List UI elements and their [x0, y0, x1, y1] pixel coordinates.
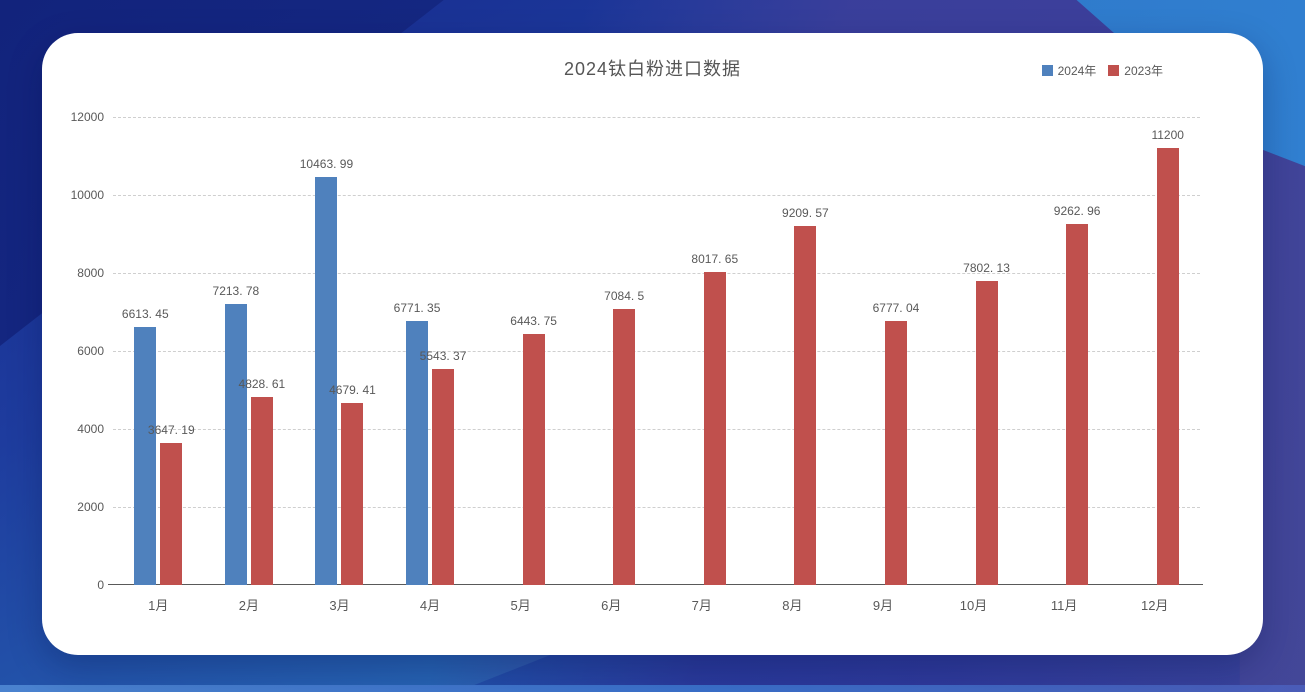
- bar-series-1-month-6[interactable]: [613, 308, 636, 585]
- bar-value-label: 6613. 45: [121, 307, 169, 322]
- x-tick-label: 5月: [510, 598, 531, 613]
- bar-series-1-month-12[interactable]: [1156, 148, 1179, 585]
- bar-value-label: 10463. 99: [299, 156, 354, 171]
- y-tick-label: 8000: [77, 266, 104, 280]
- gridline: [113, 507, 1200, 508]
- legend-swatch-2024: [1041, 65, 1053, 76]
- bar-series-0-month-4[interactable]: [406, 320, 429, 585]
- chart-card: 2024钛白粉进口数据 2024年 2023年 0 2000 4000 6000 800…: [42, 33, 1263, 655]
- gridline: [113, 117, 1200, 118]
- chart-legend: 2024年 2023年: [1041, 62, 1163, 79]
- bar-series-1-month-9[interactable]: [884, 320, 907, 585]
- bar-series-0-month-3[interactable]: [315, 176, 338, 585]
- bar-series-1-month-4[interactable]: [432, 368, 455, 585]
- y-tick-label: 0: [97, 578, 104, 592]
- x-tick-label: 11月: [1050, 598, 1078, 613]
- bar-series-1-month-8[interactable]: [794, 225, 817, 585]
- chart-title: 2024钛白粉进口数据: [563, 59, 742, 79]
- x-tick-label: 8月: [782, 598, 803, 613]
- bar-value-label: 11200: [1151, 128, 1184, 143]
- y-tick-label: 12000: [70, 110, 104, 124]
- bar-series-1-month-11[interactable]: [1066, 223, 1089, 585]
- x-tick-label: 2月: [238, 598, 259, 613]
- legend-item-2024[interactable]: 2024年: [1041, 62, 1097, 79]
- legend-item-2023[interactable]: 2023年: [1108, 62, 1163, 79]
- bar-value-label: 6771. 35: [393, 300, 441, 315]
- background-bottom-strip: [0, 685, 1305, 692]
- gridline: [113, 273, 1200, 274]
- y-tick-label: 2000: [77, 500, 104, 514]
- y-tick-label: 10000: [70, 188, 104, 202]
- gridline: [113, 351, 1200, 352]
- bar-series-0-month-2[interactable]: [224, 303, 247, 585]
- bar-series-1-month-7[interactable]: [703, 272, 726, 585]
- x-axis-line: [108, 584, 1203, 585]
- bar-series-1-month-2[interactable]: [250, 396, 273, 585]
- bar-series-1-month-10[interactable]: [975, 280, 998, 585]
- x-tick-label: 3月: [329, 598, 350, 613]
- bar-value-label: 3647. 19: [147, 422, 195, 437]
- bar-series-1-month-3[interactable]: [341, 402, 364, 585]
- bar-value-label: 6777. 04: [872, 300, 920, 315]
- bar-value-label: 7084. 5: [604, 288, 645, 303]
- bar-value-label: 4828. 61: [238, 376, 286, 391]
- legend-swatch-2023: [1108, 65, 1120, 76]
- plot-area: 0 2000 4000 6000 8000 10000 12000 1月 2月 3月 4月 5月 6月 7…: [71, 110, 1203, 613]
- x-tick-label: 12月: [1140, 598, 1169, 613]
- bar-value-label: 5543. 37: [419, 348, 467, 363]
- bar-value-label: 7802. 13: [963, 260, 1010, 275]
- gridline: [113, 195, 1200, 196]
- bar-value-label: 9209. 57: [782, 205, 829, 220]
- bar-value-label: 6443. 75: [510, 313, 557, 328]
- bar-series-1-month-1[interactable]: [160, 442, 183, 585]
- legend-label-2023: 2023年: [1124, 64, 1163, 78]
- x-tick-label: 7月: [691, 598, 712, 613]
- x-tick-label: 10月: [959, 598, 988, 613]
- y-tick-label: 4000: [77, 422, 104, 436]
- bar-value-label: 7213. 78: [212, 283, 260, 298]
- x-tick-label: 9月: [872, 598, 894, 613]
- x-tick-label: 1月: [148, 598, 169, 613]
- gridline: [113, 429, 1200, 430]
- bar-series-1-month-5[interactable]: [522, 333, 545, 585]
- y-tick-label: 6000: [77, 344, 104, 358]
- bar-series-0-month-1[interactable]: [134, 327, 157, 585]
- bar-value-label: 8017. 65: [691, 252, 739, 267]
- x-tick-label: 4月: [419, 598, 441, 613]
- legend-label-2024: 2024年: [1057, 64, 1097, 78]
- bar-value-label: 9262. 96: [1053, 203, 1101, 218]
- bar-value-label: 4679. 41: [329, 382, 376, 397]
- x-tick-label: 6月: [601, 598, 622, 613]
